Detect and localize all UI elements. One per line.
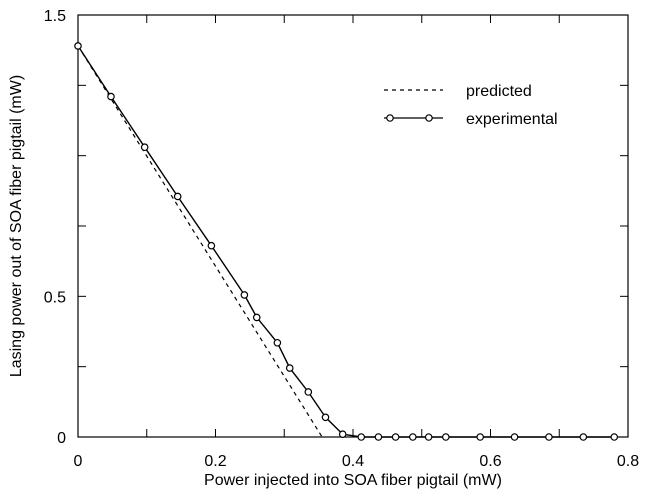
legend-marker	[425, 114, 433, 122]
data-point	[510, 433, 519, 441]
data-point	[273, 338, 282, 347]
x-tick-label: 0.8	[617, 453, 639, 470]
x-axis-title: Power injected into SOA fiber pigtail (m…	[204, 472, 502, 489]
data-point	[357, 433, 366, 441]
legend-label-experimental: experimental	[466, 111, 558, 128]
data-point	[424, 433, 433, 441]
data-point	[321, 413, 330, 422]
series-line-experimental	[77, 45, 615, 438]
legend: predicted experimental	[384, 83, 558, 128]
data-point	[285, 364, 294, 372]
data-point	[579, 433, 588, 441]
data-point	[304, 388, 313, 396]
data-point	[240, 291, 249, 299]
legend-label-predicted: predicted	[466, 83, 532, 100]
y-axis-title: Lasing power out of SOA fiber pigtail (m…	[8, 75, 25, 377]
data-point	[409, 433, 417, 441]
x-tick-label: 0.4	[342, 453, 364, 470]
y-tick-label: 0	[57, 430, 66, 447]
y-tick-label: 0.5	[44, 289, 66, 306]
x-tick-label: 0.6	[479, 453, 501, 470]
legend-marker	[386, 114, 394, 122]
data-point	[107, 92, 115, 101]
data-point	[338, 430, 347, 438]
data-point	[140, 143, 149, 152]
data-point	[476, 433, 484, 441]
x-tick-label: 0	[74, 453, 83, 470]
series-layer	[74, 42, 619, 441]
data-point	[391, 433, 400, 441]
data-point	[207, 241, 216, 250]
data-point	[610, 433, 619, 441]
y-tick-label: 1.5	[44, 8, 66, 25]
data-point	[173, 192, 182, 201]
data-point	[442, 433, 450, 441]
tick-labels: 0 0.2 0.4 0.6 0.8 0 0.5 1.5	[44, 8, 639, 470]
data-point	[74, 42, 82, 50]
plot-frame	[77, 14, 629, 438]
x-tick-label: 0.2	[204, 453, 226, 470]
series-line-predicted	[77, 45, 323, 438]
data-point	[545, 433, 553, 441]
data-point	[374, 433, 383, 441]
data-point	[252, 313, 261, 322]
axis-ticks	[77, 14, 629, 438]
